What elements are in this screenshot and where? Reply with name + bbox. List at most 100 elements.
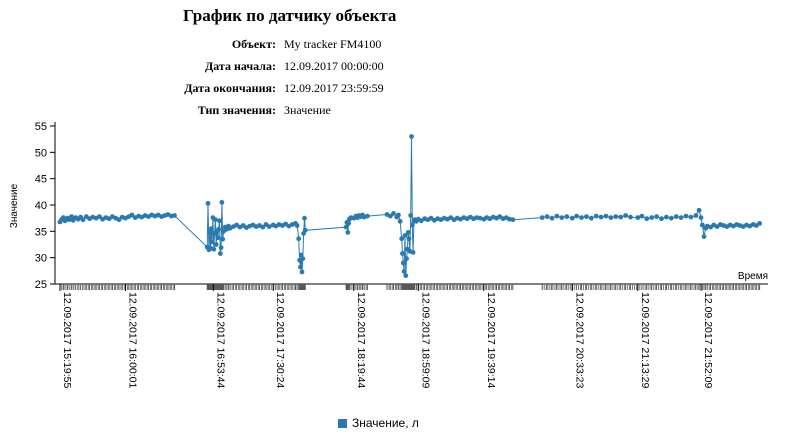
legend-swatch <box>338 418 347 428</box>
x-tick-label: 12.09.2017 21:52:09 <box>702 292 714 389</box>
data-point <box>608 215 614 221</box>
x-tick-label: 12.09.2017 16:53:44 <box>214 292 226 389</box>
data-point <box>559 215 565 221</box>
data-point <box>678 215 684 221</box>
data-point <box>539 215 545 221</box>
meta-value-end-date: 12.09.2017 23:59:59 <box>284 81 384 95</box>
data-point <box>623 213 628 218</box>
y-tick-label: 40 <box>35 200 47 212</box>
data-point <box>639 213 645 219</box>
report-title: График по датчику объекта <box>183 6 397 25</box>
x-tick-label: 12.09.2017 21:13:29 <box>639 292 651 389</box>
data-point <box>302 215 307 221</box>
data-point <box>408 213 414 218</box>
y-tick-label: 35 <box>35 226 47 238</box>
data-point <box>80 217 86 223</box>
meta-label-value-type: Тип значения: <box>197 103 276 117</box>
data-point <box>698 215 704 221</box>
meta-value-start-date: 12.09.2017 00:00:00 <box>284 59 384 73</box>
data-point <box>659 216 664 222</box>
x-tick-label: 12.09.2017 18:19:44 <box>355 292 367 389</box>
data-point <box>757 221 762 226</box>
data-point <box>391 211 396 216</box>
data-point <box>404 256 409 262</box>
meta-row-start-date: Дата начала: 12.09.2017 00:00:00 <box>150 55 384 77</box>
meta-value-value-type: Значение <box>284 103 331 117</box>
data-point <box>588 215 594 221</box>
data-point <box>654 214 659 220</box>
data-point <box>213 242 219 247</box>
data-point <box>215 235 221 241</box>
x-tick-label: 12.09.2017 16:00:01 <box>127 292 139 389</box>
data-point <box>129 212 135 218</box>
data-point <box>216 226 222 232</box>
data-point <box>172 213 177 218</box>
x-axis-label: Время <box>738 271 768 282</box>
meta-label-end-date: Дата окончания: <box>184 81 276 95</box>
data-point <box>613 214 619 220</box>
y-tick-label: 45 <box>35 174 47 186</box>
data-point <box>544 214 550 220</box>
data-point <box>211 246 217 252</box>
data-point <box>396 212 401 218</box>
data-point <box>207 230 213 235</box>
data-point <box>598 214 604 220</box>
data-point <box>397 218 403 224</box>
data-point <box>298 264 303 270</box>
data-point <box>569 215 575 221</box>
data-point <box>260 224 266 230</box>
meta-value-object: My tracker FM4100 <box>284 37 382 51</box>
data-point <box>554 213 560 219</box>
data-point <box>116 217 122 223</box>
data-point <box>406 236 412 242</box>
x-tick-label: 12.09.2017 15:19:55 <box>61 292 73 389</box>
data-point <box>701 234 707 240</box>
x-tick-label: 12.09.2017 18:59:09 <box>419 292 431 389</box>
data-point <box>213 217 218 223</box>
data-point <box>218 245 224 251</box>
data-point <box>673 214 679 220</box>
data-point <box>409 134 414 139</box>
data-point <box>69 214 74 220</box>
data-point <box>628 214 633 220</box>
data-point <box>399 236 405 242</box>
legend-label: Значение, л <box>352 416 419 430</box>
data-point <box>410 250 416 255</box>
data-point <box>664 214 669 220</box>
data-point <box>365 213 370 219</box>
data-point <box>683 213 689 219</box>
data-point <box>346 221 351 226</box>
meta-row-object: Объект: My tracker FM4100 <box>150 33 384 55</box>
data-point <box>510 217 516 223</box>
data-point <box>593 213 599 219</box>
report-meta-table: Объект: My tracker FM4100 Дата начала: 1… <box>150 33 384 121</box>
series-line <box>59 136 760 276</box>
data-point <box>409 222 415 228</box>
meta-label-object: Объект: <box>231 37 276 51</box>
data-point <box>400 251 405 256</box>
data-point <box>700 222 705 228</box>
data-point <box>579 215 584 221</box>
meta-label-start-date: Дата начала: <box>204 59 276 73</box>
data-point <box>209 239 215 245</box>
data-point <box>649 215 655 221</box>
data-point <box>402 233 408 238</box>
data-point <box>294 223 300 228</box>
data-point <box>97 214 102 220</box>
data-point <box>574 213 579 219</box>
data-point <box>343 224 349 230</box>
data-point <box>564 214 570 220</box>
data-point <box>345 230 351 235</box>
data-point <box>405 230 411 235</box>
data-point <box>302 227 308 233</box>
data-point <box>644 216 650 222</box>
chart-legend[interactable]: Значение, л <box>338 416 419 430</box>
y-axis-label: Значение <box>9 183 20 228</box>
data-point <box>220 236 226 242</box>
data-point <box>219 200 225 205</box>
data-point <box>688 214 694 220</box>
data-point <box>668 215 674 221</box>
data-point <box>387 213 393 219</box>
data-point <box>477 215 483 221</box>
